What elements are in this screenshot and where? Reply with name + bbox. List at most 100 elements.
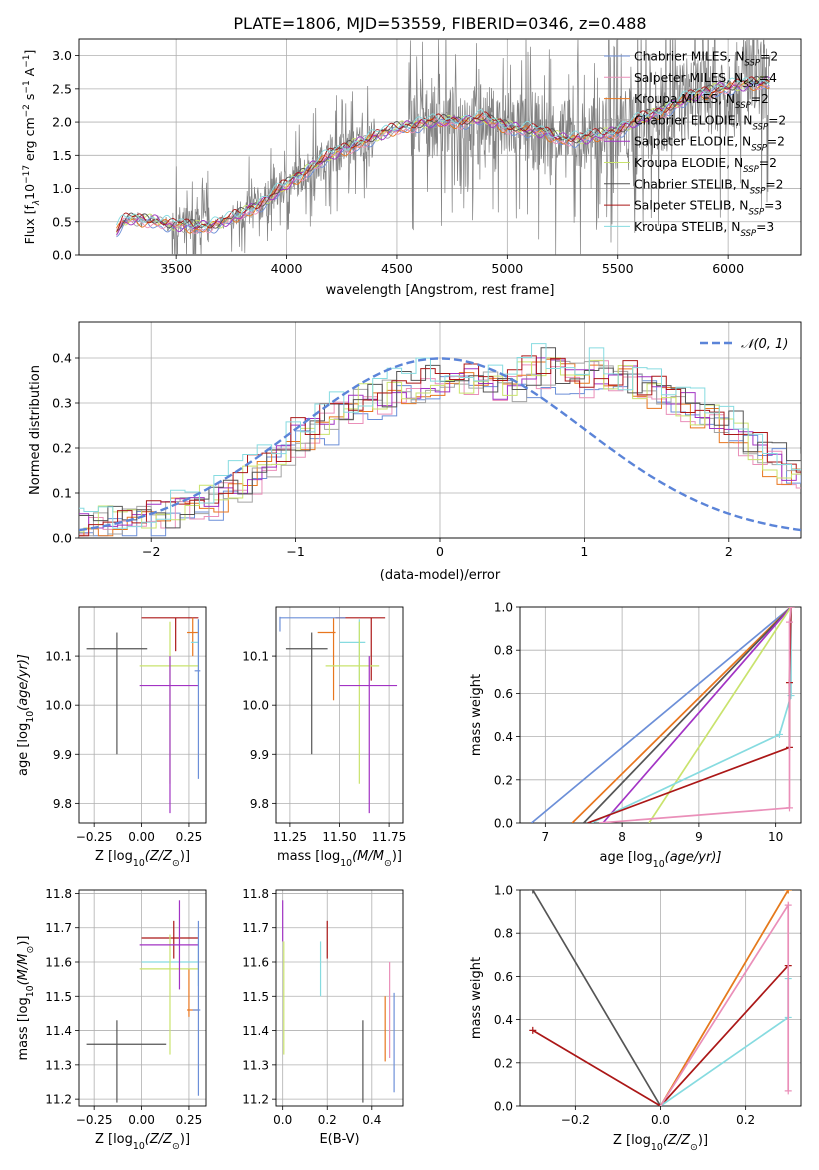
legend-label-tail: =2 <box>767 135 785 149</box>
histogram-group <box>79 343 801 538</box>
y-tick-label: 11.2 <box>242 1093 269 1107</box>
mass-weight-line <box>599 607 792 823</box>
mass-weight-line <box>583 607 792 823</box>
legend-label-sub: SSP <box>735 101 751 111</box>
mass-weight-line <box>571 607 792 823</box>
histogram-step-line <box>79 347 801 538</box>
mass-weight-line <box>659 902 790 1106</box>
y-axis-label: age [log10(age/yr)] <box>16 654 36 776</box>
y-axis-label-part: A <box>22 67 37 80</box>
chart-title: PLATE=1806, MJD=53559, FIBERID=0346, z=0… <box>233 14 646 33</box>
x-axis-label-part: (Z/Z <box>145 1132 173 1147</box>
y-tick-label: 9.8 <box>250 797 269 811</box>
y-tick-label: 0.4 <box>494 730 513 744</box>
x-tick-label: 8 <box>618 830 626 844</box>
y-tick-label: 11.6 <box>242 956 269 970</box>
y-axis-label-part: λ <box>32 200 42 206</box>
legend-label-sub: SSP <box>740 229 756 239</box>
legend-label-tail: =2 <box>760 50 778 64</box>
y-tick-label: 11.8 <box>45 887 72 901</box>
x-tick-label: 0.00 <box>128 1113 155 1127</box>
legend-label: Salpeter MILES, NSSP=4 <box>634 71 777 90</box>
y-tick-label: 11.6 <box>45 956 72 970</box>
x-axis-label-part: 10 <box>653 859 665 870</box>
x-axis-label: Z [log10(Z/Z⊙)] <box>95 1132 190 1152</box>
x-axis-label-part: )] <box>698 1133 708 1148</box>
y-tick-label: 0.0 <box>52 248 72 263</box>
y-tick-label: 11.4 <box>45 1024 72 1038</box>
x-tick-label: 0.2 <box>736 1113 755 1127</box>
legend-label: Salpeter STELIB, NSSP=3 <box>634 199 782 218</box>
y-tick-label: 11.3 <box>242 1058 269 1072</box>
plus-marker <box>784 901 792 909</box>
y-axis-label: mass [log10(M/M⊙)] <box>16 936 36 1061</box>
x-axis-label-part: ⊙ <box>172 858 180 869</box>
y-axis-label-part: −2 <box>22 104 32 117</box>
y-axis-label: mass weight <box>469 674 484 756</box>
y-axis-label-part: 10 <box>25 711 36 723</box>
model-spectrum-line <box>116 77 770 229</box>
x-tick-label: 3500 <box>160 261 192 276</box>
x-axis-label-part: ⊙ <box>690 1142 698 1153</box>
x-axis-label-part: 10 <box>133 858 145 869</box>
x-axis-label-part: )] <box>392 849 402 864</box>
x-axis-label-part: Z [log <box>613 1133 651 1148</box>
y-tick-label: 0.2 <box>494 773 513 787</box>
y-tick-label: 10.1 <box>242 650 269 664</box>
legend-label-sub: SSP <box>743 165 759 175</box>
y-tick-label: 1.0 <box>494 884 513 898</box>
x-tick-label: 0.4 <box>362 1113 381 1127</box>
x-axis-label-part: 10 <box>340 858 352 869</box>
y-tick-label: 0.4 <box>52 351 72 366</box>
model-spectrum-line <box>116 75 770 232</box>
x-axis-label-part: (M/M <box>352 849 384 864</box>
legend-label: Salpeter ELODIE, NSSP=2 <box>634 135 785 154</box>
x-tick-label: 0.25 <box>176 1113 203 1127</box>
y-axis-label-part: ⊙ <box>25 946 36 954</box>
mass-weight-line <box>530 607 792 823</box>
y-tick-label: 9.9 <box>250 748 269 762</box>
x-tick-label: 11.25 <box>273 830 307 844</box>
y-tick-label: 2.5 <box>52 81 72 96</box>
y-tick-label: 0.8 <box>494 927 513 941</box>
x-tick-label: 4000 <box>271 261 303 276</box>
age-vs-mass-panel: 11.25 11.50 11.75 9.8 9.9 10.0 10.1 mass [log10… <box>242 606 406 869</box>
x-tick-label: 1 <box>580 544 588 559</box>
x-tick-label: 9 <box>695 830 703 844</box>
x-tick-label: 7 <box>542 830 550 844</box>
x-axis-label-part: Z [log <box>95 849 133 864</box>
x-axis-label-part: )] <box>180 849 190 864</box>
y-tick-label: 0.3 <box>52 396 72 411</box>
errorbar-group <box>279 616 398 814</box>
legend-label-tail: =2 <box>768 113 786 127</box>
age-vs-metallicity-panel: −0.25 0.00 0.259.89.910.010.1Z [log10(Z/Z⊙… <box>16 606 207 869</box>
spectrum-series-group <box>116 39 771 255</box>
x-axis-label: age [log10(age/yr)] <box>600 850 722 870</box>
legend-label-main: Kroupa STELIB, N <box>634 220 740 234</box>
x-tick-label: 0.0 <box>273 1113 292 1127</box>
legend-label-main: Salpeter STELIB, N <box>634 199 749 213</box>
y-tick-label: 11.5 <box>45 990 72 1004</box>
legend-label-main: Kroupa MILES, N <box>634 92 735 106</box>
y-tick-label: 9.8 <box>53 797 72 811</box>
legend-label-tail: =2 <box>759 156 777 170</box>
y-tick-label: 1.0 <box>52 181 72 196</box>
histogram-step-line <box>79 357 801 533</box>
legend-label-main: Chabrier STELIB, N <box>634 177 750 191</box>
plus-marker <box>785 804 793 812</box>
y-tick-label: 0.4 <box>494 1013 513 1027</box>
x-tick-label: 5500 <box>602 261 634 276</box>
y-tick-label: 10.1 <box>45 650 72 664</box>
y-axis-label-part: )] <box>16 936 31 946</box>
x-axis-label: wavelength [Angstrom, rest frame] <box>326 283 555 298</box>
y-tick-label: 11.5 <box>242 990 269 1004</box>
x-tick-label: −2 <box>142 544 160 559</box>
y-tick-label: 3.0 <box>52 48 72 63</box>
x-axis-label: E(B-V) <box>319 1132 359 1147</box>
x-tick-label: 6000 <box>712 261 744 276</box>
x-tick-label: 10 <box>768 830 783 844</box>
x-tick-label: −0.25 <box>76 830 113 844</box>
y-axis-label-part: age [log <box>16 723 31 776</box>
y-tick-label: 2.0 <box>52 115 72 130</box>
